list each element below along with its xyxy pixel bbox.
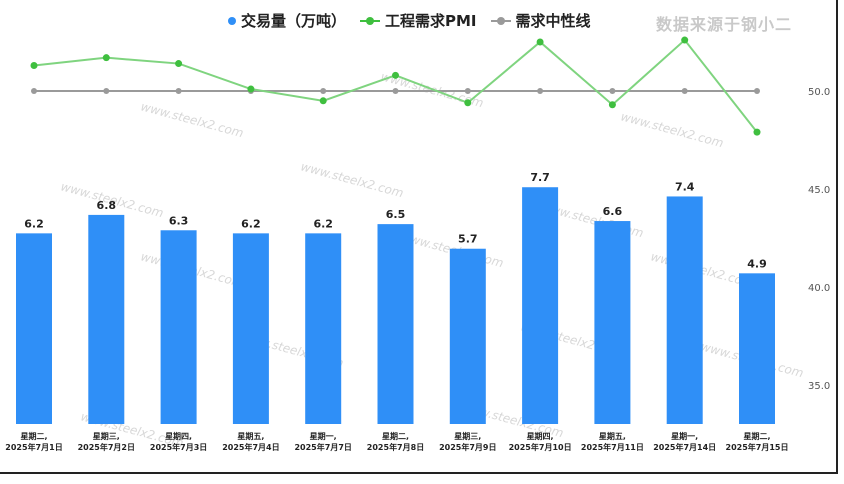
x-tick-label-date: 2025年7月9日 [439,442,496,452]
x-tick-label-date: 2025年7月8日 [367,442,424,452]
x-axis-labels: 星期二,2025年7月1日星期三,2025年7月2日星期四,2025年7月3日星… [5,431,788,452]
neutral-point [537,88,544,94]
x-tick-label-date: 2025年7月4日 [222,442,279,452]
bar-value-label: 7.7 [530,171,550,184]
legend-line-icon [490,16,511,25]
watermark-text: www.steelx2.com [299,159,405,200]
legend-label-pmi: 工程需求PMI [385,12,477,30]
x-tick-label-weekday: 星期四, [165,431,192,441]
x-tick-label-date: 2025年7月1日 [5,442,62,452]
bar-value-label: 6.5 [386,208,406,221]
pmi-point [536,38,544,46]
x-tick-label-weekday: 星期三, [454,431,481,441]
x-tick-label-weekday: 星期三, [93,431,120,441]
pmi-point [247,85,255,93]
bar-series [16,187,775,424]
pmi-point [392,71,399,79]
neutral-point [103,88,110,94]
x-tick-label-date: 2025年7月11日 [581,442,644,452]
bar-value-label: 6.3 [169,214,189,227]
x-tick-label-weekday: 星期二, [382,431,409,441]
source-label: 数据来源于钢小二 [656,15,793,34]
bar-value-label: 6.6 [603,205,623,218]
bar-value-label: 6.2 [24,217,44,230]
watermark-text: www.steelx2.com [139,99,245,140]
bar [666,196,703,424]
neutral-point [754,88,760,94]
bar-value-label: 5.7 [458,233,478,246]
bar [739,273,775,424]
x-tick-label-weekday: 星期一, [310,431,337,441]
x-tick-label-date: 2025年7月14日 [653,442,716,452]
legend-item-neutral[interactable]: 需求中性线 [490,10,591,31]
pmi-point [319,97,327,105]
bar-data-labels: 6.2 6.8 6.3 6.2 6.2 6.5 5.7 7.7 6.6 7.4 4.9 [24,171,767,270]
pmi-point [464,99,472,107]
x-tick-label-date: 2025年7月3日 [150,442,207,452]
bar [88,214,125,424]
neutral-point [320,88,327,94]
right-axis-tick-label: 50.0 [808,87,830,98]
right-axis-tick-label: 35.0 [808,381,830,392]
bar [160,230,197,424]
neutral-point [609,88,616,94]
watermark-text: www.steelx2.com [619,109,725,150]
right-axis-ticks: 50.0 45.0 40.0 35.0 [808,87,830,392]
legend-label-neutral: 需求中性线 [515,12,591,30]
x-tick-label-weekday: 星期四, [527,431,554,441]
pmi-line-series [30,36,761,136]
bar-value-label: 7.4 [675,180,695,193]
bar [522,187,559,424]
pmi-point [608,101,616,109]
legend-item-pmi[interactable]: 工程需求PMI [360,10,477,31]
bar [594,221,631,424]
x-tick-label-date: 2025年7月10日 [509,442,572,452]
x-tick-label-weekday: 星期二, [743,431,770,441]
pmi-point [102,54,110,62]
legend-item-volume[interactable]: 交易量（万吨） [228,10,346,31]
bar [449,248,486,424]
neutral-point [681,88,688,94]
neutral-point [31,88,37,94]
legend-label-volume: 交易量（万吨） [241,12,347,30]
x-tick-label-date: 2025年7月2日 [78,442,135,452]
neutral-point [464,88,471,94]
pmi-point [753,128,761,136]
bar [16,233,52,424]
bar-value-label: 4.9 [747,257,767,270]
x-tick-label-weekday: 星期五, [599,431,626,441]
right-axis-tick-label: 40.0 [808,283,830,294]
neutral-point [392,88,399,94]
legend-dot-icon [228,16,236,25]
x-tick-label-weekday: 星期五, [237,431,264,441]
right-axis-tick-label: 45.0 [808,185,830,196]
pmi-point [175,60,183,68]
bar-value-label: 6.2 [313,217,333,230]
x-tick-label-date: 2025年7月15日 [726,442,789,452]
chart-frame [0,0,838,474]
neutral-point [175,88,182,94]
legend-line-icon [360,16,381,25]
bar [377,224,414,424]
pmi-point [30,62,38,70]
x-tick-label-weekday: 星期二, [20,431,47,441]
bar-value-label: 6.2 [241,217,261,230]
x-tick-label-date: 2025年7月7日 [294,442,351,452]
pmi-point [681,36,689,44]
bar [232,233,269,424]
legend: 交易量（万吨） 工程需求PMI 需求中性线 [228,10,605,31]
x-tick-label-weekday: 星期一, [671,431,698,441]
neutral-line-series [31,88,760,94]
bar-value-label: 6.8 [97,199,117,212]
bar [305,233,342,424]
